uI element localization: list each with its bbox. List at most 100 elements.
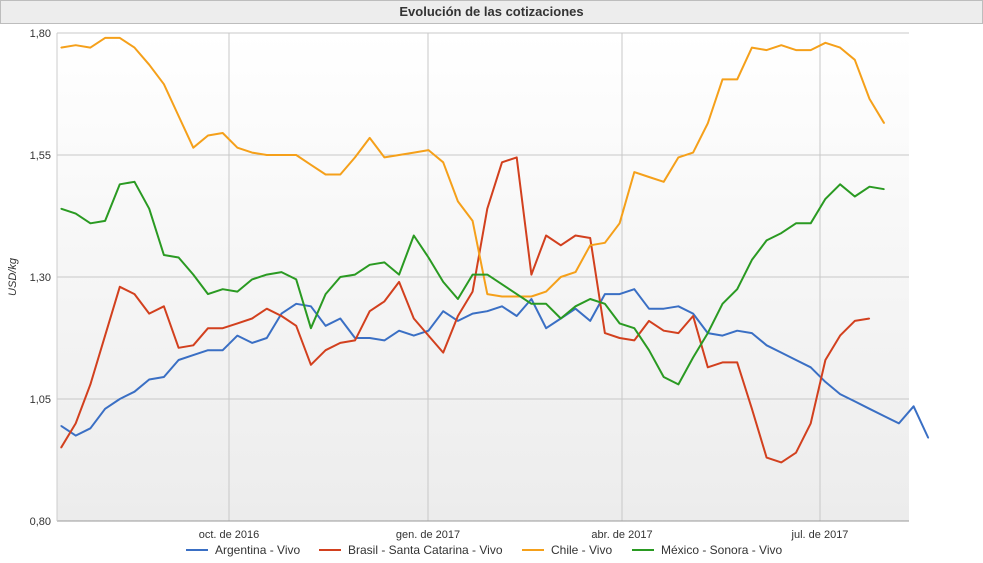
data-point <box>133 293 136 295</box>
data-point <box>589 244 591 246</box>
data-point <box>339 276 341 278</box>
data-point <box>839 47 841 49</box>
data-point <box>207 293 209 295</box>
data-point <box>369 310 371 312</box>
data-point <box>736 288 738 290</box>
data-point <box>648 349 650 351</box>
data-point <box>369 137 371 139</box>
data-point <box>530 295 533 298</box>
data-point <box>751 408 753 410</box>
data-point <box>442 352 444 354</box>
data-point <box>854 320 856 322</box>
data-point <box>163 376 165 378</box>
data-point <box>325 293 327 295</box>
data-point <box>648 308 650 310</box>
data-point <box>236 291 238 293</box>
data-point <box>457 320 459 322</box>
data-point <box>369 264 371 266</box>
data-point <box>574 271 577 273</box>
data-point <box>104 335 106 337</box>
data-point <box>604 332 606 334</box>
data-point <box>810 422 812 424</box>
data-point <box>501 283 503 285</box>
data-point <box>560 276 562 278</box>
data-point <box>633 171 635 173</box>
data-point <box>280 313 283 315</box>
data-point <box>339 317 341 320</box>
data-point <box>780 461 782 463</box>
data-point <box>604 303 606 305</box>
data-point <box>560 317 562 320</box>
data-point <box>163 305 165 307</box>
data-point <box>766 344 768 346</box>
data-point <box>383 261 385 263</box>
data-point <box>60 47 62 49</box>
data-point <box>795 452 797 454</box>
data-point <box>60 208 62 210</box>
data-point <box>868 186 871 188</box>
data-point <box>648 176 650 178</box>
data-point <box>751 332 753 334</box>
data-point <box>633 339 635 341</box>
data-point <box>398 281 400 283</box>
data-point <box>148 378 150 381</box>
title-bar <box>0 0 983 24</box>
data-point <box>810 49 812 51</box>
data-point <box>721 361 724 363</box>
data-point <box>427 149 430 151</box>
data-point <box>457 315 459 317</box>
data-point <box>530 274 533 276</box>
legend-label: Chile - Vivo <box>551 543 612 557</box>
data-point <box>486 293 488 295</box>
data-point <box>266 308 268 310</box>
data-point <box>619 322 621 324</box>
data-point <box>413 335 415 337</box>
data-point <box>354 274 356 276</box>
data-point <box>310 305 312 307</box>
data-point <box>251 278 253 280</box>
data-point <box>604 242 606 244</box>
data-point <box>236 335 238 337</box>
data-point <box>383 300 385 302</box>
data-point <box>839 393 841 395</box>
data-point <box>677 156 680 158</box>
data-point <box>472 291 474 293</box>
data-point <box>398 154 400 156</box>
data-point <box>222 288 224 290</box>
data-point <box>192 354 194 356</box>
data-point <box>369 337 371 339</box>
data-point <box>824 198 827 200</box>
data-point <box>516 295 518 298</box>
data-point <box>736 78 738 80</box>
data-point <box>310 164 312 166</box>
data-point <box>633 327 635 329</box>
data-point <box>751 259 753 261</box>
data-point <box>574 305 577 307</box>
data-point <box>868 317 871 320</box>
data-point <box>192 147 194 149</box>
data-point <box>883 188 885 190</box>
data-point <box>75 422 77 424</box>
data-point <box>619 337 621 339</box>
data-point <box>721 335 724 337</box>
data-point <box>663 330 665 332</box>
data-point <box>545 291 547 293</box>
y-tick-label: 1,30 <box>30 272 51 284</box>
data-point <box>119 183 121 185</box>
data-point <box>824 381 827 383</box>
data-point <box>574 234 577 237</box>
data-point <box>545 327 547 329</box>
chart-title: Evolución de las cotizaciones <box>399 4 584 19</box>
data-point <box>207 349 209 351</box>
data-point <box>339 342 341 344</box>
data-point <box>266 337 268 339</box>
data-point <box>766 457 768 459</box>
data-point <box>251 342 253 344</box>
data-point <box>736 361 738 363</box>
series-line <box>60 156 870 464</box>
data-point <box>589 237 591 239</box>
data-point <box>442 310 444 312</box>
data-point <box>133 181 136 183</box>
data-point <box>75 213 77 215</box>
